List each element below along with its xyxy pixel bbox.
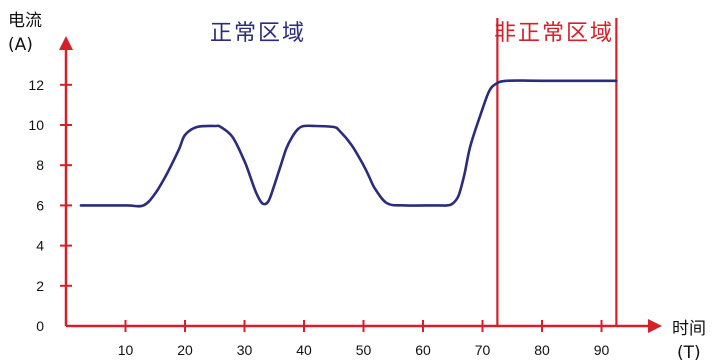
y-axis-arrow [59, 36, 73, 50]
x-axis-ticks: 10 20 30 40 50 60 70 80 90 [118, 320, 610, 358]
y-tick-label: 8 [36, 157, 44, 173]
y-tick-label: 0 [36, 318, 44, 334]
abnormal-region-label: 非正常区域 [494, 21, 614, 46]
x-tick-label: 80 [534, 342, 550, 358]
current-series-line [79, 79, 618, 208]
x-tick-label: 10 [118, 342, 134, 358]
y-axis-unit: (A) [8, 35, 33, 55]
x-tick-label: 20 [177, 342, 193, 358]
series-group [79, 79, 618, 208]
x-axis-unit: (T) [677, 343, 701, 363]
x-tick-label: 30 [237, 342, 253, 358]
y-tick-label: 10 [28, 117, 44, 133]
y-axis-ticks: 0 2 4 6 8 10 12 [28, 77, 72, 334]
x-tick-label: 60 [415, 342, 431, 358]
y-tick-label: 4 [36, 238, 44, 254]
y-tick-label: 6 [36, 197, 44, 213]
x-tick-label: 90 [594, 342, 610, 358]
x-tick-label: 40 [296, 342, 312, 358]
x-tick-label: 70 [475, 342, 491, 358]
y-tick-label: 2 [36, 278, 44, 294]
normal-region-label: 正常区域 [210, 21, 306, 46]
abnormal-region-bounds [496, 18, 618, 326]
x-axis-arrow [648, 319, 662, 333]
axes [59, 36, 662, 333]
y-tick-label: 12 [28, 77, 44, 93]
y-axis-title: 电流 [8, 11, 42, 31]
x-tick-label: 50 [356, 342, 372, 358]
x-axis-title: 时间 [672, 319, 706, 339]
